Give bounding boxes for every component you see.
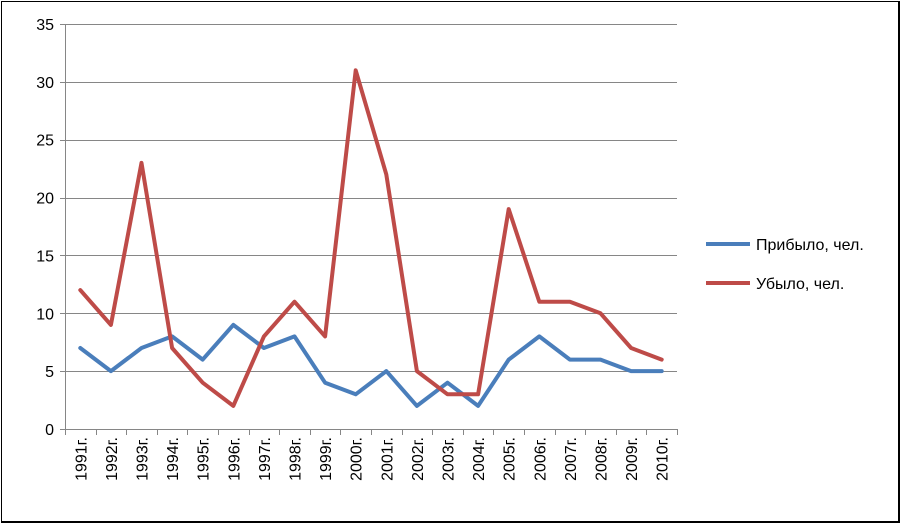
legend-label-departed: Убыло, чел. xyxy=(756,276,844,293)
x-tick-label: 2003г. xyxy=(441,437,458,481)
legend-item-departed: Убыло, чел. xyxy=(706,276,844,293)
x-tick-label: 1999г. xyxy=(318,437,335,481)
series-line-departed xyxy=(78,68,664,408)
y-tick-label: 35 xyxy=(36,17,54,34)
x-tick-label: 1991г. xyxy=(73,437,90,481)
x-tick-label: 2004г. xyxy=(471,437,488,481)
x-tick-label: 1998г. xyxy=(288,437,305,481)
x-tick-label: 2007г. xyxy=(563,437,580,481)
legend: Прибыло, чел. Убыло, чел. xyxy=(706,237,864,293)
x-tick-label: 1996г. xyxy=(226,437,243,481)
x-axis-tick-labels: 1991г. 1992г. 1993г. 1994г. 1995г. 1996г. 1997… xyxy=(73,437,671,481)
y-tick-label: 0 xyxy=(45,422,54,439)
x-tick-label: 1997г. xyxy=(257,437,274,481)
x-tick-label: 2006г. xyxy=(532,437,549,481)
series-line-arrived xyxy=(78,322,664,408)
x-tick-label: 2008г. xyxy=(594,437,611,481)
y-tick-label: 10 xyxy=(36,306,54,323)
x-tick-label: 2009г. xyxy=(624,437,641,481)
y-tick-label: 30 xyxy=(36,75,54,92)
y-axis-tick-labels: 0 5 10 15 20 25 30 35 xyxy=(36,17,54,439)
y-tick-label: 25 xyxy=(36,133,54,150)
legend-label-arrived: Прибыло, чел. xyxy=(756,237,864,254)
gridlines xyxy=(65,24,677,372)
x-tick-label: 2001г. xyxy=(379,437,396,481)
y-tick-label: 5 xyxy=(45,364,54,381)
series-lines xyxy=(78,68,664,408)
legend-item-arrived: Прибыло, чел. xyxy=(706,237,864,254)
x-tick-label: 2000г. xyxy=(349,437,366,481)
y-tick-label: 15 xyxy=(36,248,54,265)
y-tick-label: 20 xyxy=(36,191,54,208)
x-tick-label: 1993г. xyxy=(135,437,152,481)
axes xyxy=(60,24,678,435)
x-tick-label: 2005г. xyxy=(502,437,519,481)
x-tick-label: 1992г. xyxy=(104,437,121,481)
x-tick-label: 2002г. xyxy=(410,437,427,481)
x-tick-label: 2010г. xyxy=(655,437,672,481)
x-tick-label: 1995г. xyxy=(196,437,213,481)
x-tick-label: 1994г. xyxy=(165,437,182,481)
